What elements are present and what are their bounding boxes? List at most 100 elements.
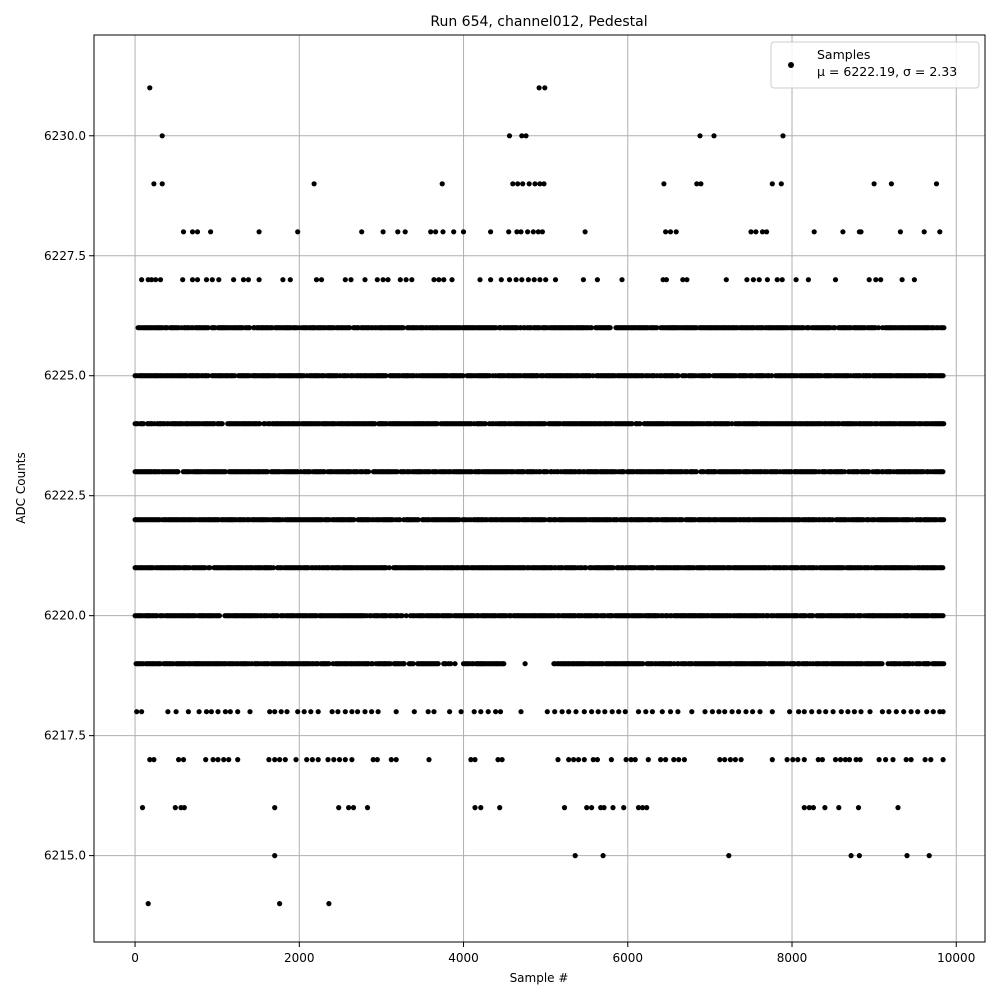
data-point [707, 373, 713, 379]
data-point [793, 277, 799, 283]
data-point [397, 517, 403, 523]
data-point [362, 277, 368, 283]
data-point [857, 757, 863, 763]
data-point [801, 805, 807, 811]
data-point [702, 709, 708, 715]
data-point [649, 709, 656, 715]
data-point [387, 661, 393, 667]
data-point [764, 229, 770, 235]
data-point [472, 805, 478, 811]
data-point [801, 709, 807, 715]
data-point [816, 709, 822, 715]
data-point [628, 757, 634, 763]
data-point [336, 805, 342, 811]
data-point [431, 709, 437, 715]
data-point [616, 709, 622, 715]
data-point [858, 709, 864, 715]
data-point [769, 181, 775, 187]
data-point [235, 757, 241, 763]
data-point [485, 709, 491, 715]
data-point [329, 709, 335, 715]
data-point [140, 421, 147, 427]
data-point [873, 277, 879, 283]
data-point [832, 277, 839, 283]
data-point [640, 661, 646, 667]
data-point [595, 709, 601, 715]
data-point [759, 229, 766, 235]
data-point [694, 181, 700, 187]
data-point [208, 229, 214, 235]
data-point [175, 469, 181, 475]
data-point [402, 229, 408, 235]
data-point [764, 277, 771, 283]
data-point [643, 709, 649, 715]
data-point [911, 277, 918, 283]
data-point [265, 469, 271, 475]
x-tick-label: 8000 [777, 951, 808, 965]
data-point [552, 709, 558, 715]
data-point [284, 709, 290, 715]
data-point [393, 757, 399, 763]
data-point [196, 709, 202, 715]
data-point [531, 277, 537, 283]
data-point [325, 757, 331, 763]
data-point [601, 805, 607, 811]
data-point [147, 757, 153, 763]
data-point [159, 181, 165, 187]
data-point [399, 613, 405, 619]
data-point [926, 661, 932, 667]
data-point [875, 325, 882, 331]
data-point [403, 613, 409, 619]
data-point [272, 757, 278, 763]
data-point [245, 277, 251, 283]
data-point [311, 181, 317, 187]
data-point [523, 133, 529, 139]
data-point [681, 757, 688, 763]
data-point [654, 325, 660, 331]
data-point [410, 661, 416, 667]
data-point [819, 757, 826, 763]
data-point [632, 757, 638, 763]
data-point [774, 277, 780, 283]
data-point [723, 277, 729, 283]
data-point [581, 757, 587, 763]
data-point [180, 229, 187, 235]
data-point [671, 757, 677, 763]
data-point [513, 277, 519, 283]
data-point [851, 709, 858, 715]
data-point [232, 373, 238, 379]
data-point [267, 709, 273, 715]
data-point [644, 805, 650, 811]
x-tick-label: 0 [131, 951, 139, 965]
data-point [287, 277, 293, 283]
data-point [145, 901, 151, 907]
data-point [536, 85, 542, 91]
data-point [383, 373, 389, 379]
data-point [488, 229, 494, 235]
data-point [924, 709, 930, 715]
data-point [157, 277, 164, 283]
data-point [635, 805, 642, 811]
data-point [572, 853, 578, 859]
data-point [667, 229, 674, 235]
data-point [205, 325, 211, 331]
data-point [858, 229, 864, 235]
data-point [693, 469, 700, 475]
data-point [313, 277, 320, 283]
data-point [629, 421, 635, 427]
data-point [729, 709, 735, 715]
data-point [235, 709, 241, 715]
data-point [203, 757, 209, 763]
data-point [189, 229, 196, 235]
data-point [610, 565, 616, 571]
data-point [778, 181, 784, 187]
data-point [460, 373, 466, 379]
data-point [342, 757, 348, 763]
data-point [215, 709, 221, 715]
data-point [801, 757, 807, 763]
legend-marker [788, 62, 794, 68]
data-point [471, 709, 477, 715]
data-point [866, 469, 872, 475]
data-point [139, 805, 146, 811]
data-point [722, 757, 728, 763]
